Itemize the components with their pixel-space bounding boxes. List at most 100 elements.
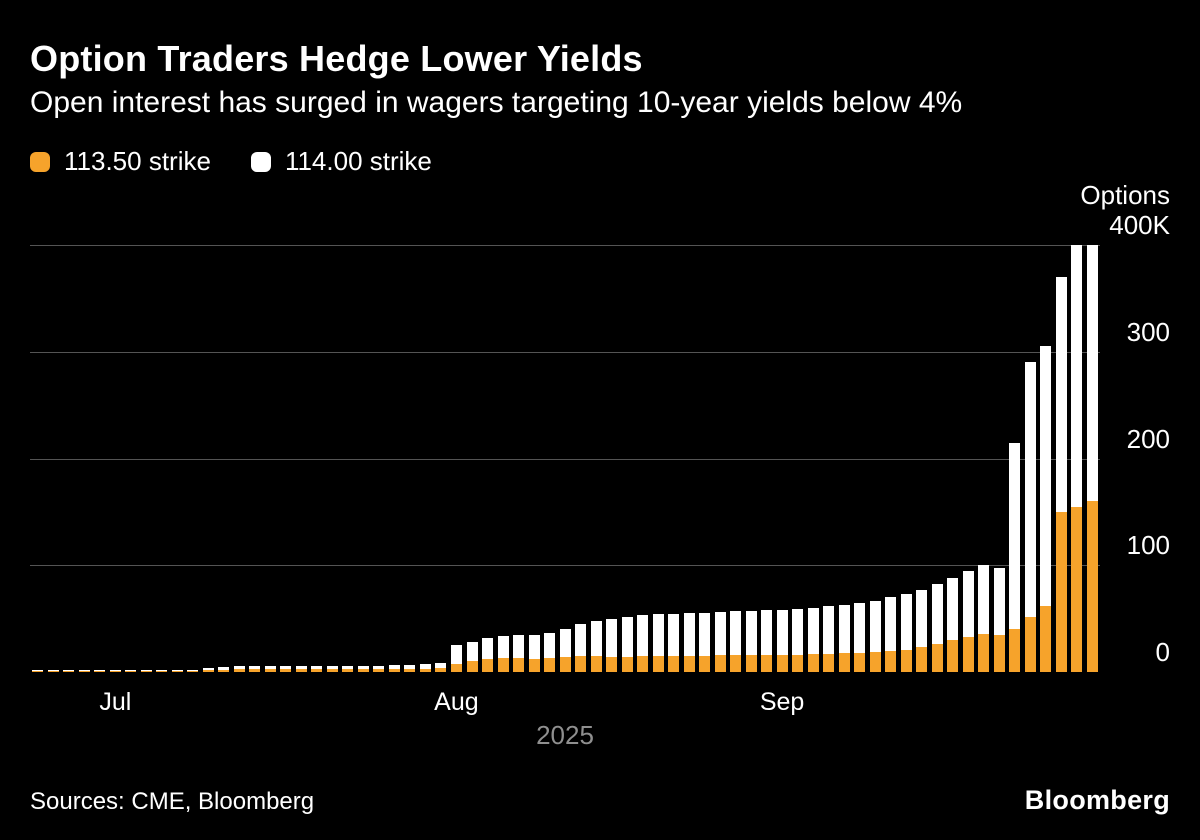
bar-segment-113-50-strike: [125, 671, 137, 672]
bar-segment-113-50-strike: [295, 669, 307, 672]
bar-segment-114-00-strike: [730, 611, 742, 655]
bar-segment-114-00-strike: [575, 624, 586, 656]
bar-segment-114-00-strike: [792, 609, 804, 655]
bar-segment-114-00-strike: [419, 664, 431, 669]
gridline-400k: [30, 245, 1100, 246]
bar-segment-114-00-strike: [962, 570, 974, 637]
bar-segment-113-50-strike: [947, 640, 959, 672]
sources-note: Sources: CME, Bloomberg: [30, 788, 315, 815]
bar-segment-113-50-strike: [699, 656, 711, 672]
bar-sep-12: [900, 594, 912, 672]
bar-segment-113-50-strike: [1009, 629, 1021, 672]
y-axis-tick-label-200: 200: [1126, 423, 1170, 454]
bar-segment-113-50-strike: [218, 669, 230, 672]
bar-jul-16: [264, 665, 276, 672]
bar-segment-114-00-strike: [388, 664, 400, 669]
bar-segment-113-50-strike: [668, 656, 680, 672]
bar-segment-113-50-strike: [419, 668, 431, 672]
bar-segment-113-50-strike: [78, 671, 90, 672]
bar-jul-2: [125, 670, 137, 672]
bar-jul-30: [419, 664, 431, 672]
bar-segment-114-00-strike: [264, 665, 276, 670]
bar-aug-19: [637, 615, 648, 672]
bar-jul-9: [187, 669, 199, 672]
bar-segment-114-00-strike: [156, 670, 168, 672]
bar-segment-113-50-strike: [652, 656, 664, 672]
bar-sep-11: [885, 597, 897, 672]
bar-sep-2: [776, 610, 788, 672]
bar-segment-114-00-strike: [683, 613, 695, 656]
bar-aug-28: [745, 611, 757, 672]
bar-segment-114-00-strike: [63, 670, 75, 672]
bar-segment-114-00-strike: [171, 669, 183, 671]
bar-segment-114-00-strike: [1009, 442, 1021, 630]
bar-segment-113-50-strike: [838, 652, 850, 672]
bar-aug-26: [714, 612, 726, 672]
bar-segment-113-50-strike: [761, 654, 773, 672]
bar-jul-10: [202, 668, 214, 672]
bar-segment-114-00-strike: [202, 668, 214, 671]
bar-sep-19: [978, 565, 990, 672]
bar-jul-1: [109, 670, 121, 672]
bar-segment-114-00-strike: [559, 629, 571, 658]
bar-sep-4: [807, 608, 819, 672]
bar-segment-114-00-strike: [233, 666, 245, 670]
bar-aug-20: [652, 614, 664, 672]
bar-segment-113-50-strike: [233, 669, 245, 672]
bar-aug-5: [482, 637, 493, 672]
x-axis-tick-label-aug: Aug: [434, 688, 479, 716]
bar-sep-18: [962, 570, 974, 672]
bar-segment-113-50-strike: [714, 654, 726, 672]
bar-segment-114-00-strike: [140, 670, 152, 672]
bar-segment-114-00-strike: [931, 584, 943, 645]
bar-segment-113-50-strike: [1040, 605, 1052, 672]
bar-sep-3: [792, 609, 804, 672]
y-axis-tick-label-400k: 400K: [1109, 210, 1170, 240]
bar-sep-23: [1009, 442, 1021, 672]
bar-segment-114-00-strike: [497, 635, 509, 659]
bar-segment-113-50-strike: [962, 636, 974, 672]
bar-segment-114-00-strike: [109, 670, 121, 672]
bar-segment-114-00-strike: [513, 634, 524, 659]
bar-sep-15: [916, 589, 928, 672]
bar-aug-29: [761, 610, 773, 672]
bar-jul-28: [388, 664, 400, 672]
bar-segment-114-00-strike: [311, 665, 323, 670]
bar-segment-114-00-strike: [900, 594, 912, 650]
bar-segment-113-50-strike: [482, 659, 493, 672]
bar-aug-6: [497, 635, 509, 672]
bar-jun-26: [63, 670, 75, 672]
bar-jul-23: [342, 665, 354, 672]
gridline-300: [30, 351, 1100, 353]
bar-segment-113-50-strike: [528, 659, 540, 672]
bar-jun-24: [32, 670, 44, 672]
bar-segment-113-50-strike: [156, 671, 168, 672]
bar-segment-113-50-strike: [776, 654, 788, 672]
bar-segment-113-50-strike: [264, 669, 276, 672]
gridline-100: [30, 565, 1100, 567]
x-axis-year-label: 2025: [536, 720, 594, 750]
bar-segment-114-00-strike: [47, 670, 59, 672]
bloomberg-logo: Bloomberg: [1024, 785, 1170, 815]
bar-segment-114-00-strike: [373, 665, 385, 670]
legend-item-114-00-strike: 114.00 strike: [250, 146, 432, 177]
bar-jul-17: [280, 665, 292, 672]
bar-segment-113-50-strike: [900, 649, 912, 672]
bar-segment-114-00-strike: [978, 565, 990, 634]
bar-jul-21: [311, 665, 323, 672]
bar-segment-113-50-strike: [559, 657, 571, 672]
bar-segment-114-00-strike: [776, 610, 788, 655]
bar-segment-114-00-strike: [947, 578, 959, 640]
bar-segment-113-50-strike: [466, 661, 478, 672]
bar-aug-25: [699, 613, 711, 672]
bar-jul-7: [156, 670, 168, 672]
legend-swatch-white-icon: [250, 151, 271, 172]
bar-segment-113-50-strike: [435, 668, 447, 672]
bar-aug-13: [575, 624, 586, 672]
bar-segment-113-50-strike: [94, 671, 106, 672]
bar-segment-114-00-strike: [745, 611, 757, 655]
bar-segment-113-50-strike: [1071, 506, 1083, 672]
bar-segment-113-50-strike: [280, 669, 292, 672]
bar-segment-114-00-strike: [435, 663, 447, 669]
bar-segment-114-00-strike: [668, 614, 680, 656]
